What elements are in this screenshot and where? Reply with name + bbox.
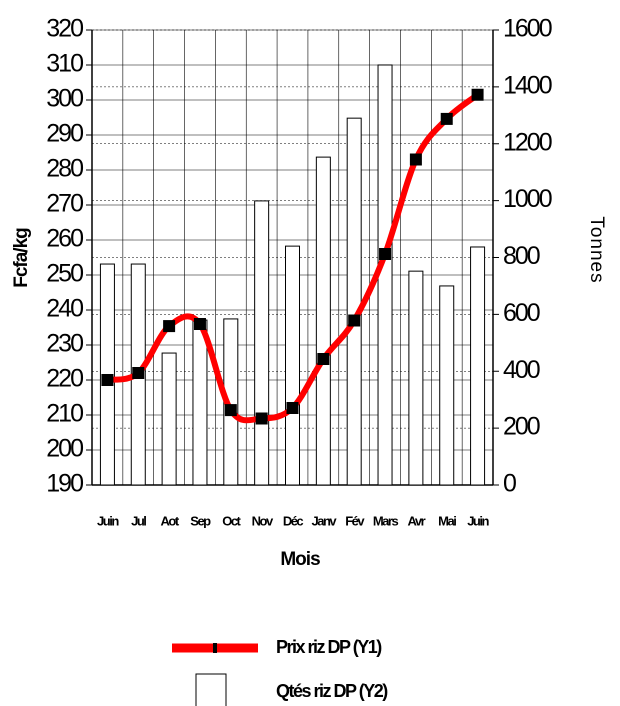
y-axis-label: Fcfa/kg bbox=[11, 228, 32, 288]
x-tick-label: Juin bbox=[97, 513, 119, 528]
x-tick-label: Janv bbox=[312, 513, 338, 528]
bar bbox=[254, 200, 270, 486]
y2-tick-label: 800 bbox=[503, 242, 540, 270]
x-tick-label: Aot bbox=[161, 513, 180, 528]
bar bbox=[408, 270, 424, 486]
y2-tick-label: 1600 bbox=[503, 15, 552, 43]
x-tick-label: Mars bbox=[373, 513, 399, 528]
x-tick-label: Jul bbox=[131, 513, 146, 528]
marker bbox=[163, 320, 176, 333]
y-tick-label: 200 bbox=[46, 435, 83, 463]
y-tick-label: 210 bbox=[46, 400, 83, 428]
y-tick-label: 320 bbox=[46, 15, 83, 43]
bar bbox=[470, 246, 486, 486]
y2-axis-label: Tonnes bbox=[586, 216, 607, 283]
y-tick-label: 190 bbox=[46, 470, 83, 498]
y2-tick-label: 600 bbox=[503, 299, 540, 327]
legend-swatch bbox=[195, 673, 227, 706]
y-tick-label: 220 bbox=[46, 365, 83, 393]
marker bbox=[255, 412, 268, 425]
x-tick-label: Oct bbox=[222, 513, 241, 528]
marker bbox=[224, 404, 237, 417]
marker bbox=[193, 318, 206, 330]
y-tick-label: 230 bbox=[46, 330, 83, 358]
marker bbox=[348, 314, 361, 327]
x-tick-label: Avr bbox=[408, 513, 426, 528]
x-tick-label: Sep bbox=[190, 513, 211, 528]
x-tick-label: Juin bbox=[467, 513, 489, 528]
bar bbox=[285, 245, 300, 486]
y2-tick-label: 400 bbox=[503, 356, 540, 384]
bar bbox=[315, 156, 331, 486]
y-tick-label: 280 bbox=[46, 155, 83, 183]
legend-marker bbox=[213, 643, 217, 653]
y-tick-label: 310 bbox=[46, 50, 83, 78]
x-tick-label: Mai bbox=[438, 513, 456, 528]
y2-tick-label: 1400 bbox=[503, 71, 552, 99]
bar bbox=[377, 64, 393, 486]
y-tick-label: 250 bbox=[46, 260, 83, 288]
bar bbox=[192, 319, 208, 486]
y2-tick-label: 200 bbox=[503, 413, 540, 441]
legend-label: Qtés riz DP (Y2) bbox=[276, 681, 388, 701]
y-tick-label: 240 bbox=[46, 295, 83, 323]
marker bbox=[317, 353, 330, 365]
marker bbox=[286, 402, 299, 414]
x-tick-label: Déc bbox=[283, 513, 304, 528]
y2-tick-label: 1000 bbox=[503, 185, 552, 213]
y-tick-label: 300 bbox=[46, 85, 83, 113]
x-tick-label: Nov bbox=[252, 513, 274, 528]
marker bbox=[101, 374, 114, 386]
marker bbox=[379, 248, 392, 260]
y-tick-label: 260 bbox=[46, 225, 83, 253]
y-tick-label: 270 bbox=[46, 190, 83, 218]
y2-tick-label: 0 bbox=[503, 470, 516, 498]
legend-label: Prix riz DP (Y1) bbox=[276, 637, 382, 657]
x-axis-label: Mois bbox=[280, 549, 320, 570]
marker bbox=[409, 153, 422, 166]
marker bbox=[132, 367, 145, 379]
bar bbox=[439, 285, 455, 486]
marker bbox=[440, 112, 453, 125]
x-tick-label: Fév bbox=[345, 513, 365, 528]
bar bbox=[346, 117, 362, 486]
bar bbox=[161, 352, 177, 486]
marker bbox=[471, 88, 484, 101]
y-tick-label: 290 bbox=[46, 120, 83, 148]
y2-tick-label: 1200 bbox=[503, 128, 552, 156]
